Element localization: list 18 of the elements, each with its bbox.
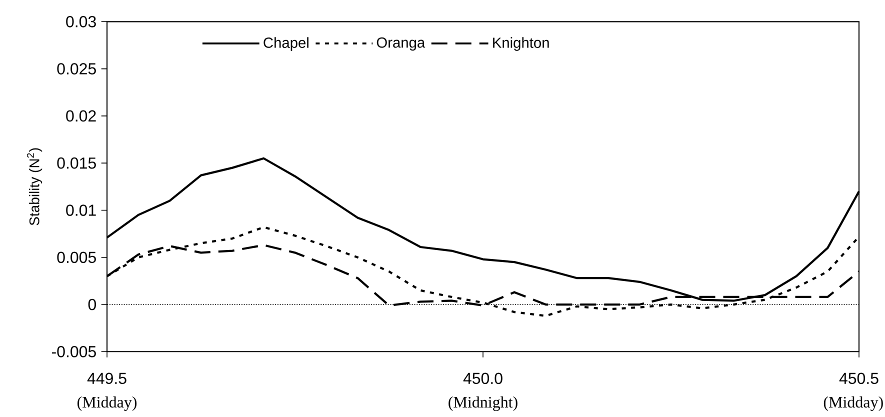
text: (Midday) [824,396,883,411]
y-tick-label: 0.025 [57,63,96,74]
y-tick-label: 0.015 [57,157,96,169]
y-tick-label: 0.02 [66,110,96,122]
legend-label: Chapel [264,37,308,51]
y-tick-label: 0.01 [66,204,96,216]
text: (Midday) [78,396,137,411]
x-tick-label: 450.0 [463,372,502,384]
legend-label: Oranga [376,37,426,51]
y-tick-label: 0.03 [66,16,96,28]
y-tick-label: 0.005 [57,252,96,264]
y-tick-label: 0 [88,298,96,310]
y-tick-label: -0.005 [52,346,96,358]
text: (Midnight) [448,396,518,411]
legend-label: Knighton [493,37,549,51]
x-tick-label: 449.5 [87,372,126,384]
x-tick-label: 450.5 [839,372,878,384]
y-axis-title: Stability (N$^{2}$) [27,148,42,226]
